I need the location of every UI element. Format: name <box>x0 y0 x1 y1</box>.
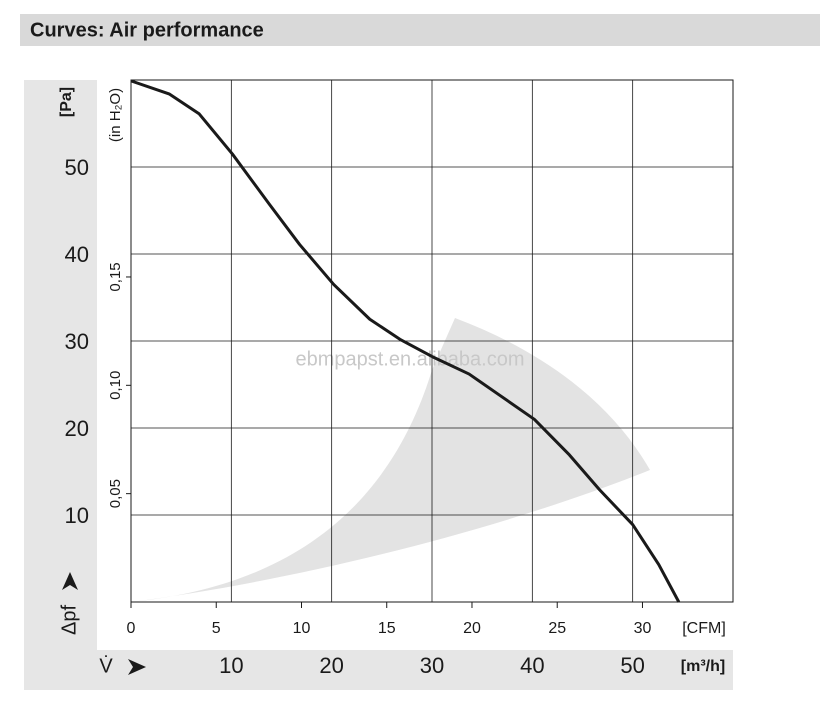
y-arrow <box>62 572 78 590</box>
x2-tick-label: 30 <box>634 620 652 637</box>
y2-tick-label: 0,10 <box>107 371 124 400</box>
y2-tick-label: 0,05 <box>107 479 124 508</box>
y2-tick-label: 0,15 <box>107 262 124 291</box>
x-symbol: V̇ <box>99 655 113 677</box>
x2-tick-label: 0 <box>127 620 136 637</box>
x-tick-label: 40 <box>520 653 544 678</box>
watermark: ebmpapst.en.alibaba.com <box>295 348 524 370</box>
x-tick-label: 10 <box>219 653 243 678</box>
x2-tick-label: 20 <box>463 620 481 637</box>
curve <box>130 79 681 603</box>
x2-tick-label: 10 <box>293 620 311 637</box>
y-tick-label: 40 <box>65 242 89 267</box>
y2-label: (in H₂O) <box>107 88 124 142</box>
y-tick-label: 30 <box>65 329 89 354</box>
y-symbol: Δpf <box>58 605 80 635</box>
x2-label: [CFM] <box>682 620 726 637</box>
y-panel <box>24 80 97 690</box>
x2-tick-label: 15 <box>378 620 396 637</box>
chart-title: Curves: Air performance <box>30 19 264 41</box>
x-tick-label: 30 <box>420 653 444 678</box>
header-bar <box>20 14 820 46</box>
x-panel <box>24 650 733 690</box>
y-tick-label: 10 <box>65 503 89 528</box>
x-label: [m³/h] <box>681 658 725 675</box>
x-arrow <box>128 659 146 675</box>
y-tick-label: 50 <box>65 155 89 180</box>
x-tick-label: 50 <box>620 653 644 678</box>
operating-range <box>131 318 650 602</box>
x2-tick-label: 25 <box>548 620 566 637</box>
y-label: [Pa] <box>58 87 75 117</box>
x2-tick-label: 5 <box>212 620 221 637</box>
x-tick-label: 20 <box>319 653 343 678</box>
y-tick-label: 20 <box>65 416 89 441</box>
